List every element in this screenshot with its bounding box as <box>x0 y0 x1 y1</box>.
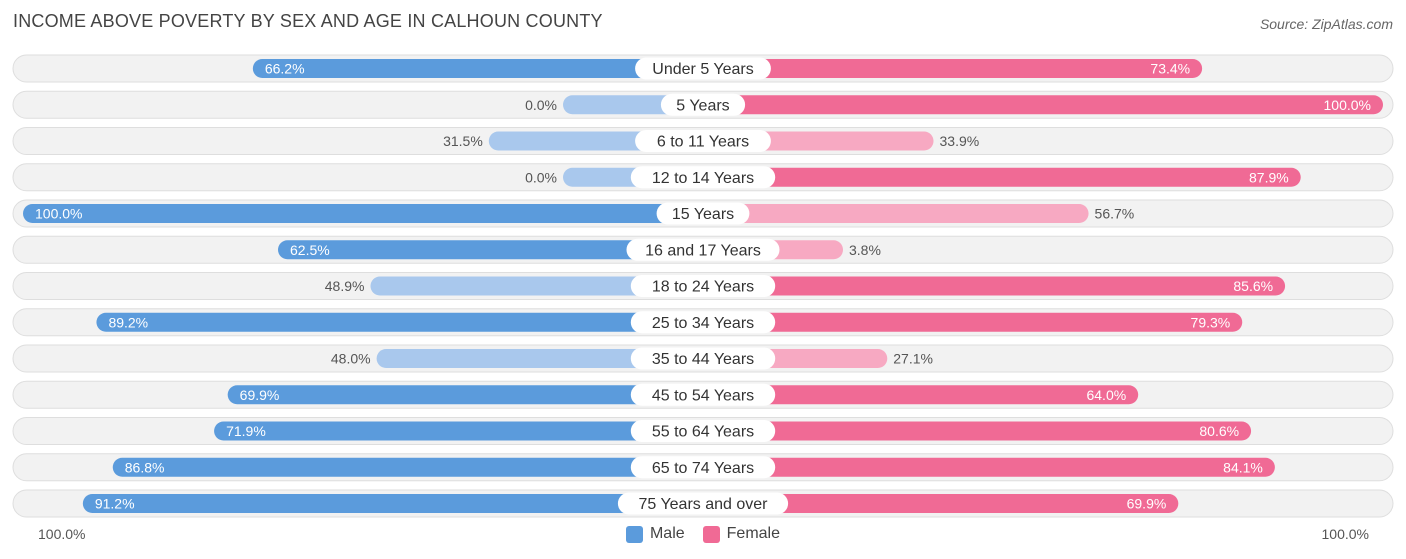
female-value-label: 79.3% <box>1191 314 1231 330</box>
male-value-label: 91.2% <box>95 496 135 512</box>
female-value-label: 85.6% <box>1233 278 1273 294</box>
male-bar <box>82 494 704 513</box>
male-value-label: 48.0% <box>331 351 371 367</box>
male-bar <box>370 276 703 296</box>
source-label: Source: ZipAtlas.com <box>1259 16 1393 32</box>
category-label-background <box>630 275 776 297</box>
category-label: 65 to 74 Years <box>652 460 754 477</box>
legend-item-male: Male <box>625 525 685 543</box>
category-label: 35 to 44 Years <box>652 351 754 368</box>
male-value-label: 66.2% <box>265 61 305 77</box>
female-bar <box>703 95 1383 115</box>
category-label-background <box>630 311 776 334</box>
male-value-label: 0.0% <box>525 97 557 113</box>
male-value-label: 89.2% <box>108 314 148 330</box>
female-bar <box>703 385 1139 405</box>
female-value-label: 87.9% <box>1249 169 1289 185</box>
female-value-label: 80.6% <box>1199 423 1239 439</box>
category-label-background <box>656 202 750 225</box>
female-value-label: 27.1% <box>893 351 933 367</box>
female-value-label: 84.1% <box>1223 459 1263 475</box>
category-label-background <box>630 383 776 406</box>
chart-title: INCOME ABOVE POVERTY BY SEX AND AGE IN C… <box>13 11 603 31</box>
axis-right-label: 100.0% <box>1321 526 1369 542</box>
category-label: Under 5 Years <box>652 61 753 78</box>
female-bar <box>703 204 1089 223</box>
category-label: 55 to 64 Years <box>652 424 754 441</box>
female-value-label: 3.8% <box>849 242 881 258</box>
category-label: 18 to 24 Years <box>652 279 754 296</box>
female-bar <box>703 276 1286 296</box>
male-bar <box>96 312 703 332</box>
male-value-label: 69.9% <box>240 387 280 403</box>
male-value-label: 100.0% <box>35 206 82 222</box>
axis-left-label: 100.0% <box>38 526 86 542</box>
category-label: 25 to 34 Years <box>652 315 754 332</box>
category-label: 6 to 11 Years <box>657 134 749 151</box>
female-bar <box>703 312 1243 332</box>
female-value-label: 64.0% <box>1086 387 1126 403</box>
legend-item-female: Female <box>702 525 781 543</box>
category-label-background <box>630 456 776 479</box>
category-label: 16 and 17 Years <box>645 242 761 259</box>
category-label-background <box>630 347 776 370</box>
female-bar <box>703 494 1179 513</box>
male-value-label: 0.0% <box>525 169 557 185</box>
legend-label-male: Male <box>649 525 685 542</box>
female-value-label: 56.7% <box>1095 206 1135 222</box>
category-label-background <box>635 57 771 80</box>
category-label: 75 Years and over <box>639 496 769 513</box>
legend: Male Female <box>0 525 1406 543</box>
female-value-label: 100.0% <box>1324 97 1371 113</box>
category-label-background <box>660 93 746 116</box>
category-label-background <box>630 420 776 442</box>
male-value-label: 62.5% <box>290 242 330 258</box>
male-value-label: 71.9% <box>226 423 266 439</box>
male-bar <box>23 204 703 223</box>
category-label-background <box>626 238 780 261</box>
category-label-background <box>617 492 789 515</box>
category-label: 15 Years <box>672 206 734 223</box>
category-label: 5 Years <box>676 97 729 114</box>
female-value-label: 69.9% <box>1127 496 1167 512</box>
category-label-background <box>630 166 776 189</box>
male-bar <box>227 385 703 405</box>
male-value-label: 31.5% <box>443 133 483 149</box>
bar-chart: 66.2% 73.4% Under 5 Years 0.0% 100.0% 5 Years… <box>12 54 1394 518</box>
legend-swatch-male <box>625 525 643 543</box>
female-bar <box>703 59 1203 78</box>
female-value-label: 33.9% <box>940 133 980 149</box>
female-bar <box>703 457 1275 477</box>
male-value-label: 86.8% <box>125 459 165 475</box>
male-bar <box>112 457 703 477</box>
male-bar <box>252 59 703 78</box>
legend-swatch-female <box>702 525 720 543</box>
male-value-label: 48.9% <box>325 278 365 294</box>
category-label-background <box>635 130 771 152</box>
male-bar <box>376 349 703 368</box>
female-bar <box>703 167 1301 187</box>
female-bar <box>703 421 1252 441</box>
male-bar <box>214 421 703 441</box>
category-label: 12 to 14 Years <box>652 170 754 187</box>
female-value-label: 73.4% <box>1150 61 1190 77</box>
category-label: 45 to 54 Years <box>652 387 754 404</box>
legend-label-female: Female <box>726 525 781 542</box>
male-bar <box>278 240 703 260</box>
